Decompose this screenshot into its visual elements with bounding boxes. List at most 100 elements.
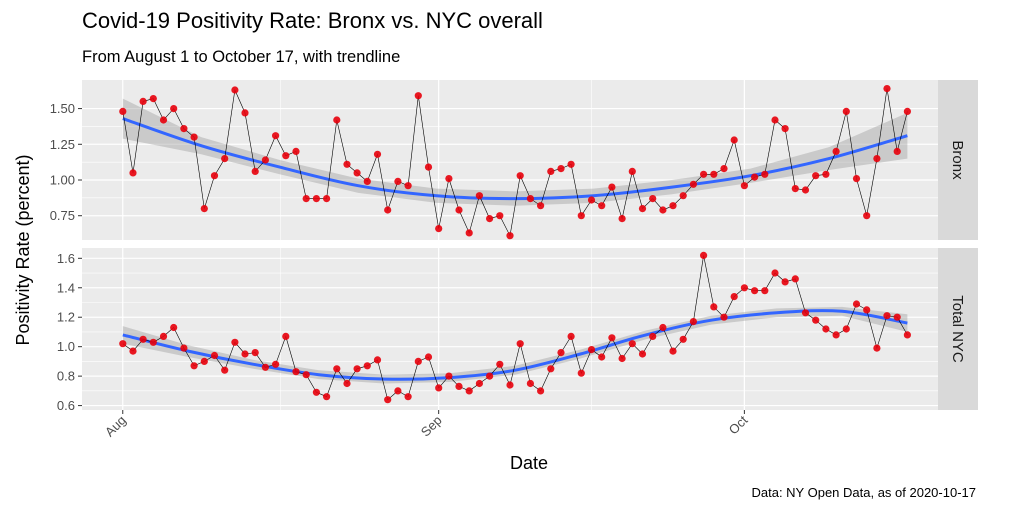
data-point	[649, 195, 657, 203]
data-point	[475, 379, 483, 388]
data-point	[547, 167, 555, 175]
y-tick-label: 1.6	[57, 251, 75, 266]
data-point	[679, 192, 687, 200]
data-point	[261, 156, 269, 164]
data-point	[139, 335, 147, 343]
data-point	[414, 357, 422, 365]
data-point	[700, 170, 708, 178]
data-point	[241, 350, 249, 358]
data-point	[384, 206, 392, 214]
data-point	[200, 205, 208, 213]
data-point	[231, 338, 239, 346]
data-point	[720, 313, 728, 321]
data-point	[608, 334, 616, 342]
data-point	[516, 172, 524, 180]
y-tick-label: 1.00	[50, 173, 75, 188]
data-point	[373, 150, 382, 158]
data-point	[771, 269, 779, 277]
data-point	[557, 165, 565, 173]
data-point	[842, 325, 850, 333]
y-tick-label: 1.4	[57, 280, 75, 295]
data-point	[251, 349, 259, 357]
data-point	[740, 182, 749, 190]
data-point	[180, 125, 188, 133]
data-point	[435, 225, 443, 233]
facet-strip	[938, 248, 978, 410]
x-tick-label: Oct	[726, 412, 751, 437]
data-point	[323, 195, 331, 203]
confidence-ribbon	[122, 306, 908, 384]
data-point	[832, 331, 840, 339]
data-point	[852, 175, 861, 183]
data-point	[781, 125, 789, 133]
data-point	[842, 107, 850, 115]
data-point	[129, 347, 137, 355]
data-point	[751, 287, 759, 295]
data-point	[272, 360, 280, 368]
data-point	[832, 147, 840, 155]
data-point	[353, 365, 361, 373]
data-point	[333, 365, 341, 373]
data-point	[190, 133, 198, 141]
data-point	[740, 284, 749, 292]
data-point	[312, 195, 320, 203]
data-point	[333, 116, 341, 124]
data-point	[812, 172, 820, 180]
data-point	[812, 316, 820, 324]
data-point	[852, 300, 861, 308]
data-point	[547, 365, 555, 373]
data-point	[180, 344, 188, 352]
data-point	[445, 372, 453, 380]
data-point	[272, 132, 280, 140]
data-point	[282, 332, 290, 340]
data-point	[567, 160, 575, 168]
data-point	[822, 170, 830, 178]
data-point	[384, 396, 392, 404]
data-point	[424, 163, 433, 171]
data-point	[873, 155, 881, 163]
data-point	[537, 387, 545, 395]
trend-line	[122, 309, 908, 381]
x-axis-label: Date	[510, 453, 548, 473]
data-point	[659, 323, 667, 332]
y-tick-label: 1.0	[57, 339, 75, 354]
data-point	[139, 97, 147, 105]
y-tick-label: 0.8	[57, 369, 75, 384]
data-point	[863, 306, 871, 314]
data-point	[261, 363, 269, 371]
data-point	[587, 196, 596, 204]
data-point	[557, 349, 565, 357]
data-point	[516, 340, 524, 348]
data-point	[190, 362, 198, 370]
data-point	[119, 340, 127, 348]
data-point	[618, 354, 626, 363]
data-point	[292, 368, 300, 376]
data-point	[903, 331, 912, 339]
panel-bronx: 0.75 1.00 1.25 1.50 Bronx	[50, 80, 978, 240]
data-point	[628, 340, 636, 348]
y-tick-label: 0.75	[50, 208, 75, 223]
data-point	[689, 180, 698, 188]
data-point	[282, 152, 290, 160]
data-point	[159, 116, 168, 124]
data-point	[526, 195, 535, 203]
data-point	[424, 353, 433, 361]
chart-subtitle: From August 1 to October 17, with trendl…	[82, 48, 400, 66]
data-point	[608, 183, 616, 191]
data-point	[496, 212, 504, 220]
data-point	[312, 388, 320, 396]
facet-panels: 0.75 1.00 1.25 1.50 Bronx 0.6 0.8 1.0 1.2 1.4 1.6 T…	[50, 80, 978, 439]
data-point	[414, 92, 422, 100]
data-point	[873, 344, 881, 352]
data-point	[129, 169, 137, 177]
data-point	[720, 165, 728, 173]
chart-caption: Data: NY Open Data, as of 2020-10-17	[751, 485, 976, 500]
data-point	[598, 202, 606, 210]
y-tick-label: 1.2	[57, 310, 75, 325]
data-point	[486, 215, 494, 223]
data-point	[475, 192, 483, 200]
data-point	[251, 167, 259, 175]
data-point	[893, 313, 901, 321]
data-point	[210, 351, 219, 360]
